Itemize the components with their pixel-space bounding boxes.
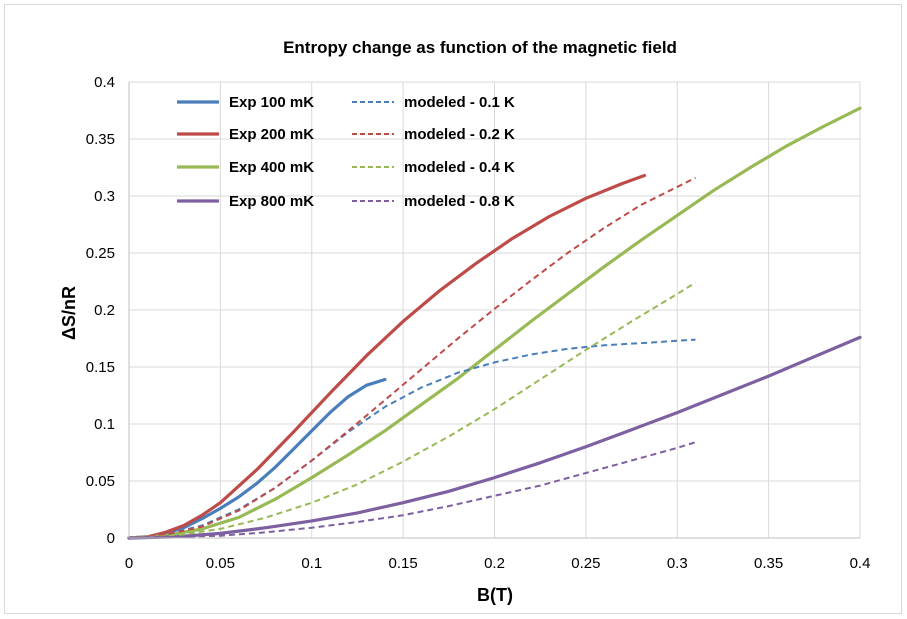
legend-entry-4: modeled - 0.1 K [352,94,515,111]
x-axis-label: B(T) [477,585,513,605]
x-tick-label: 0.35 [754,555,783,572]
series-line-3 [127,335,862,540]
legend-label: Exp 400 mK [229,159,314,176]
y-tick-label: 0.2 [94,302,115,319]
legend-entry-7: modeled - 0.8 K [352,193,515,210]
legend-entry-3: Exp 800 mK [177,193,314,210]
series-line-4 [128,338,696,539]
x-tick-label: 0 [125,555,133,572]
legend-label: modeled - 0.2 K [404,126,515,143]
legend-label: modeled - 0.1 K [404,94,515,111]
series-lines [127,106,862,540]
y-tick-label: 0.05 [86,473,115,490]
x-tick-label: 0.15 [389,555,418,572]
series-line-5 [128,176,696,539]
y-tick-label: 0.3 [94,188,115,205]
y-tick-label: 0.15 [86,359,115,376]
x-tick-label: 0.1 [301,555,322,572]
chart-title: Entropy change as function of the magnet… [283,38,677,57]
legend: Exp 100 mK Exp 200 mK Exp 400 mK Exp 800 mK… [177,94,515,210]
x-tick-label: 0.2 [484,555,505,572]
y-tick-label: 0.4 [94,74,115,91]
y-tick-label: 0.1 [94,416,115,433]
legend-entry-0: Exp 100 mK [177,94,314,111]
y-tick-label: 0.25 [86,245,115,262]
axes: 0 0.05 0.1 0.15 0.2 0.25 0.3 0.35 0.4 0 0.05 0.1 0.1… [86,74,871,572]
legend-entry-2: Exp 400 mK [177,159,314,176]
series-line-7 [128,441,696,539]
legend-entry-5: modeled - 0.2 K [352,126,515,143]
y-tick-label: 0.35 [86,131,115,148]
legend-entry-1: Exp 200 mK [177,126,314,143]
legend-label: Exp 100 mK [229,94,314,111]
entropy-chart: 0 0.05 0.1 0.15 0.2 0.25 0.3 0.35 0.4 0 0.05 0.1 0.1… [59,38,871,605]
series-line-6 [128,281,697,539]
grid-lines [129,81,861,538]
x-tick-label: 0.25 [571,555,600,572]
y-axis-label: ΔS/nR [59,286,79,340]
y-tick-label: 0 [107,530,115,547]
legend-label: modeled - 0.4 K [404,159,515,176]
series-line-1 [127,173,647,540]
legend-label: Exp 800 mK [229,193,314,210]
legend-label: Exp 200 mK [229,126,314,143]
legend-entry-6: modeled - 0.4 K [352,159,515,176]
chart-frame: 0 0.05 0.1 0.15 0.2 0.25 0.3 0.35 0.4 0 0.05 0.1 0.1… [4,4,902,614]
x-tick-label: 0.05 [206,555,235,572]
x-tick-label: 0.3 [667,555,688,572]
legend-label: modeled - 0.8 K [404,193,515,210]
x-tick-label: 0.4 [850,555,871,572]
series-line-2 [127,106,862,540]
